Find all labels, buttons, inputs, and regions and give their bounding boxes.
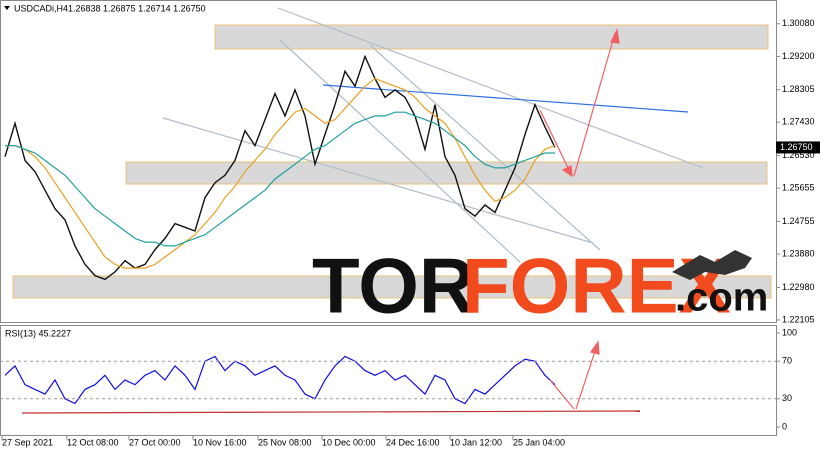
arrow-head xyxy=(561,165,573,178)
y-tick-label: 1.22980 xyxy=(782,282,815,292)
trend-line xyxy=(369,44,601,251)
trend-line xyxy=(277,7,704,169)
arrow xyxy=(573,32,616,177)
arrow xyxy=(539,109,573,177)
x-tick-label: 10 Dec 00:00 xyxy=(322,437,376,447)
y-tick-label: 1.25655 xyxy=(782,182,815,192)
x-tick-label: 24 Dec 16:00 xyxy=(386,437,440,447)
watermark: TOR FOREX .com xyxy=(312,242,768,330)
y-tick-label: 1.28305 xyxy=(782,84,815,94)
series-line xyxy=(4,355,556,405)
zone xyxy=(12,275,772,299)
x-tick-label: 12 Oct 08:00 xyxy=(67,437,119,447)
y-tick-label: 1.27430 xyxy=(782,117,815,127)
arrows xyxy=(21,28,641,414)
zones xyxy=(12,24,772,299)
trend-lines xyxy=(162,7,704,263)
x-tick-label: 27 Oct 00:00 xyxy=(129,437,181,447)
resistance-line xyxy=(322,84,689,113)
x-tick-label: 25 Nov 08:00 xyxy=(258,437,312,447)
y-tick-label: 1.29200 xyxy=(782,51,815,61)
trend-line xyxy=(279,39,521,263)
x-tick-label: 25 Jan 04:00 xyxy=(513,437,565,447)
y-tick-label: 1.26530 xyxy=(782,150,815,160)
y-tick-label: 1.23880 xyxy=(782,248,815,258)
y-tick-label: 1.24755 xyxy=(782,216,815,226)
y-tick-label: 70 xyxy=(782,356,792,366)
y-tick-label: 0 xyxy=(782,421,787,431)
support-line xyxy=(21,410,641,414)
series-line xyxy=(4,54,556,281)
last-price-box xyxy=(776,141,820,154)
logo-com: .com xyxy=(675,276,768,320)
arrow xyxy=(549,379,575,410)
x-tick-label: 27 Sep 2021 xyxy=(2,437,53,447)
rsi-panel xyxy=(0,325,777,436)
zone xyxy=(125,161,768,185)
series-line xyxy=(5,111,555,247)
arrow-head xyxy=(590,340,600,355)
y-tick-label: 1.30080 xyxy=(782,18,815,28)
series-line xyxy=(5,78,556,269)
y-tick-label: 1.22105 xyxy=(782,314,815,324)
symbol-title: USDCADi,H4 xyxy=(14,3,68,13)
arrow-head xyxy=(610,28,620,44)
ohlc: 1.26838 1.26875 1.26714 1.26750 xyxy=(68,3,206,13)
logo-bull xyxy=(672,250,752,280)
logo-forex: FOREX xyxy=(462,242,731,330)
trend-line xyxy=(162,117,594,244)
y-tick-label: 30 xyxy=(782,393,792,403)
zone xyxy=(214,24,769,50)
x-tick-label: 10 Jan 12:00 xyxy=(450,437,502,447)
menu-icon xyxy=(4,6,10,10)
logo-tor: TOR xyxy=(312,242,475,330)
rsi-title: RSI(13) 45.2227 xyxy=(5,328,71,338)
last-price-label: 1.26750 xyxy=(780,142,813,152)
y-tick-label: 100 xyxy=(782,327,797,337)
x-tick-label: 10 Nov 16:00 xyxy=(193,437,247,447)
arrow xyxy=(575,344,598,410)
